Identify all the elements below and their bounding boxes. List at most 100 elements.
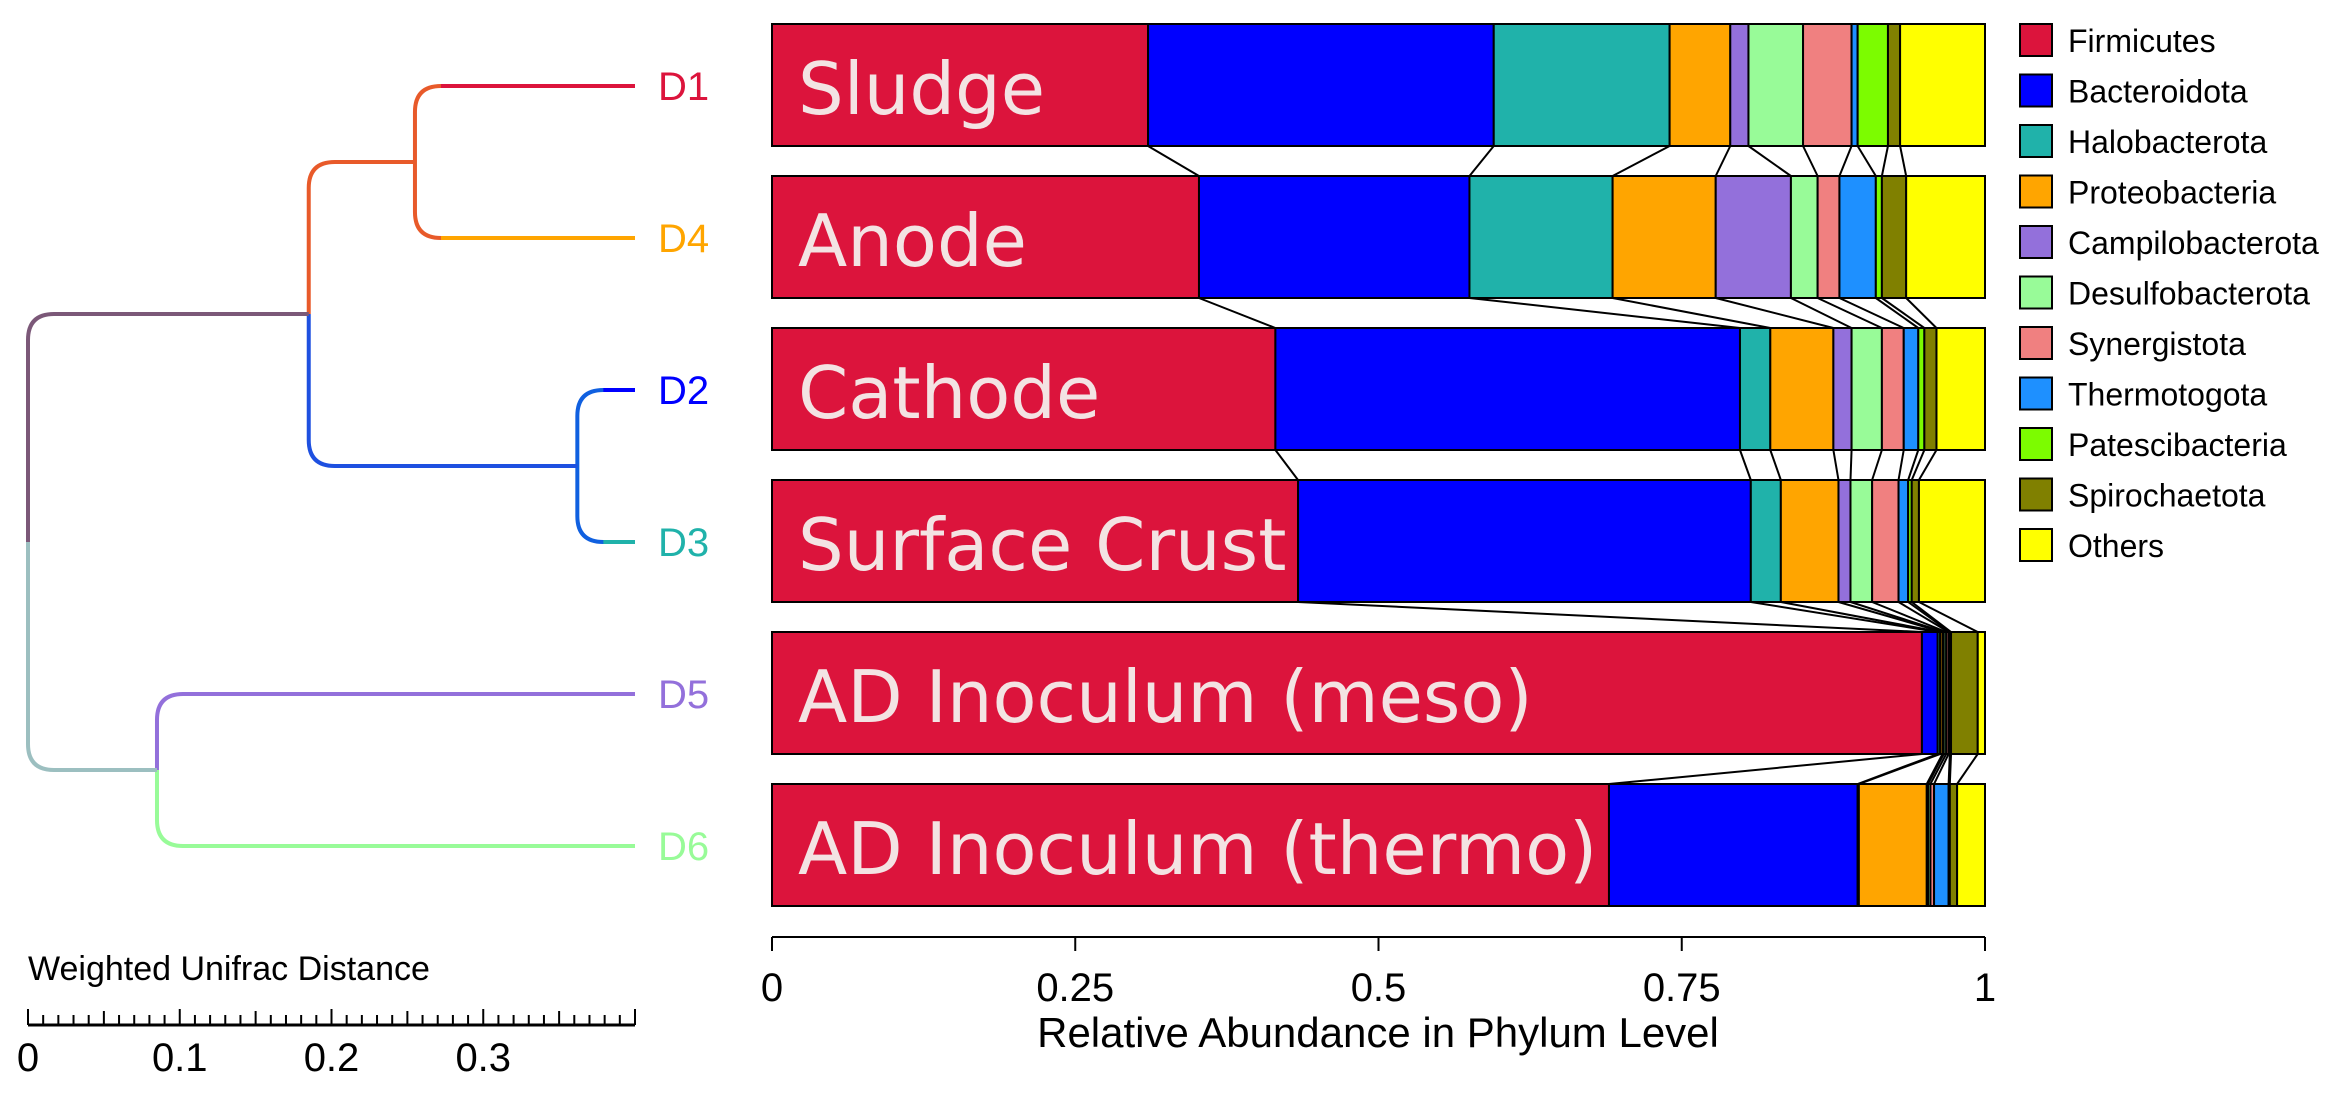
connector-line	[1750, 601, 1938, 633]
connector-line	[1714, 145, 1732, 177]
bar-label: Sludge	[798, 47, 1045, 131]
bar-segment-proteobacteria	[1611, 175, 1717, 299]
legend-label: Campilobacterota	[2068, 225, 2319, 261]
connector-line	[1948, 753, 1953, 785]
bar-segment-spirochaetota	[1948, 783, 1959, 907]
leaf-label-d5: D5	[658, 673, 709, 717]
bar-segment-bacteroidota	[1607, 783, 1859, 907]
connector-line	[1612, 297, 1771, 329]
connector-line	[1790, 297, 1853, 329]
bar-segment-bacteroidota	[1147, 23, 1495, 147]
scale-tick-label: 0.1	[152, 1036, 208, 1080]
x-tick-label: 0.75	[1643, 966, 1721, 1010]
connector-line	[1875, 297, 1919, 329]
legend-swatch	[2019, 477, 2053, 512]
bar-segment-halobacterota	[1468, 175, 1614, 299]
connector-line	[1929, 753, 1948, 785]
connector-line	[1817, 297, 1883, 329]
bar-segment-bacteroidota	[1920, 631, 1939, 755]
scale-tick-label: 0.2	[304, 1036, 360, 1080]
scale-tick-label: 0.3	[455, 1036, 511, 1080]
connector-line	[1608, 753, 1923, 785]
legend-label: Spirochaetota	[2068, 478, 2266, 514]
bar-segment-bacteroidota	[1297, 479, 1752, 603]
connector-line	[1849, 449, 1853, 481]
dendrogram	[26, 84, 635, 848]
bar-segment-desulfobacterota	[1789, 175, 1819, 299]
connector-line	[1469, 297, 1741, 329]
leaf-label-d6: D6	[658, 825, 709, 869]
bar-segment-others	[1956, 783, 1986, 907]
legend-swatch	[2019, 225, 2053, 259]
bar-segment-thermotogota	[1897, 479, 1910, 603]
connector-line	[1780, 601, 1941, 633]
legend-label: Desulfobacterota	[2068, 276, 2310, 312]
connector-line	[1858, 753, 1941, 785]
connector-line	[1802, 145, 1819, 177]
leaf-label-d2: D2	[658, 369, 709, 413]
bar-segment-spirochaetota	[1880, 175, 1908, 299]
bar-segment-others	[1917, 479, 1987, 603]
bar-segment-halobacterota	[1738, 327, 1772, 451]
connector-line	[1147, 145, 1200, 177]
connector-line	[1910, 449, 1926, 481]
bar-segment-desulfobacterota	[1850, 327, 1883, 451]
dendrogram-branch	[26, 312, 309, 542]
bar-segment-campilobacterota	[1714, 175, 1792, 299]
connector-line	[1907, 449, 1920, 481]
legend: Firmicutes Bacteroidota Halobacterota Prote…	[2019, 23, 2319, 564]
legend-label: Thermotogota	[2068, 377, 2267, 413]
bar-segment-proteobacteria	[1769, 327, 1835, 451]
bar-segment-thermotogota	[1902, 327, 1920, 451]
connector-line	[1947, 753, 1951, 785]
leaf-label-d3: D3	[658, 521, 709, 565]
connector-line	[1297, 601, 1922, 633]
legend-label: Others	[2068, 528, 2164, 564]
connector-line	[1739, 449, 1752, 481]
bar-segment-spirochaetota	[1910, 479, 1920, 603]
connector-line	[1933, 753, 1950, 785]
x-tick-label: 0	[761, 966, 783, 1010]
bar-connectors	[1147, 145, 1979, 785]
x-axis-label: Relative Abundance in Phylum Level	[1037, 1009, 1719, 1056]
dendrogram-branch	[26, 542, 157, 772]
stacked-bars	[771, 23, 1987, 907]
bar-segment-halobacterota	[1749, 479, 1782, 603]
bar-segment-bacteroidota	[1197, 175, 1471, 299]
dendrogram-branch	[412, 84, 635, 162]
connector-line	[1918, 601, 1979, 633]
bar-segment-firmicutes	[771, 23, 1150, 147]
bar-segment-campilobacterota	[1837, 479, 1852, 603]
connector-line	[1911, 601, 1952, 633]
legend-label: Patescibacteria	[2068, 427, 2287, 463]
connector-line	[1769, 449, 1782, 481]
legend-swatch	[2019, 528, 2053, 562]
dendrogram-branch	[306, 160, 415, 314]
connector-line	[1468, 145, 1495, 177]
connector-line	[1838, 145, 1853, 177]
connector-line	[1839, 297, 1905, 329]
bar-segment-synergistota	[1880, 327, 1905, 451]
connector-line	[1927, 753, 1945, 785]
bar-segment-firmicutes	[771, 175, 1200, 299]
bar-segment-synergistota	[1802, 23, 1853, 147]
x-tick-label: 0.25	[1036, 966, 1114, 1010]
bar-segment-spirochaetota	[1923, 327, 1938, 451]
legend-swatch	[2019, 124, 2053, 158]
connector-line	[1925, 753, 1944, 785]
connector-line	[1897, 449, 1905, 481]
connector-line	[1918, 449, 1938, 481]
legend-label: Synergistota	[2068, 326, 2246, 362]
bar-segment-proteobacteria	[1779, 479, 1840, 603]
bar-segment-bacteroidota	[1274, 327, 1741, 451]
dendrogram-branch	[306, 314, 578, 468]
scale-tick-label: 0	[17, 1036, 39, 1080]
bar-labels: Sludge Anode Cathode Surface Crust AD Inocul…	[798, 47, 1597, 891]
connector-line	[1871, 601, 1947, 633]
legend-label: Proteobacteria	[2068, 175, 2276, 211]
dendrogram-branch	[575, 466, 635, 544]
connector-line	[1880, 145, 1889, 177]
connector-line	[1198, 297, 1276, 329]
bar-segment-firmicutes	[771, 327, 1277, 451]
bar-segment-firmicutes	[771, 783, 1610, 907]
